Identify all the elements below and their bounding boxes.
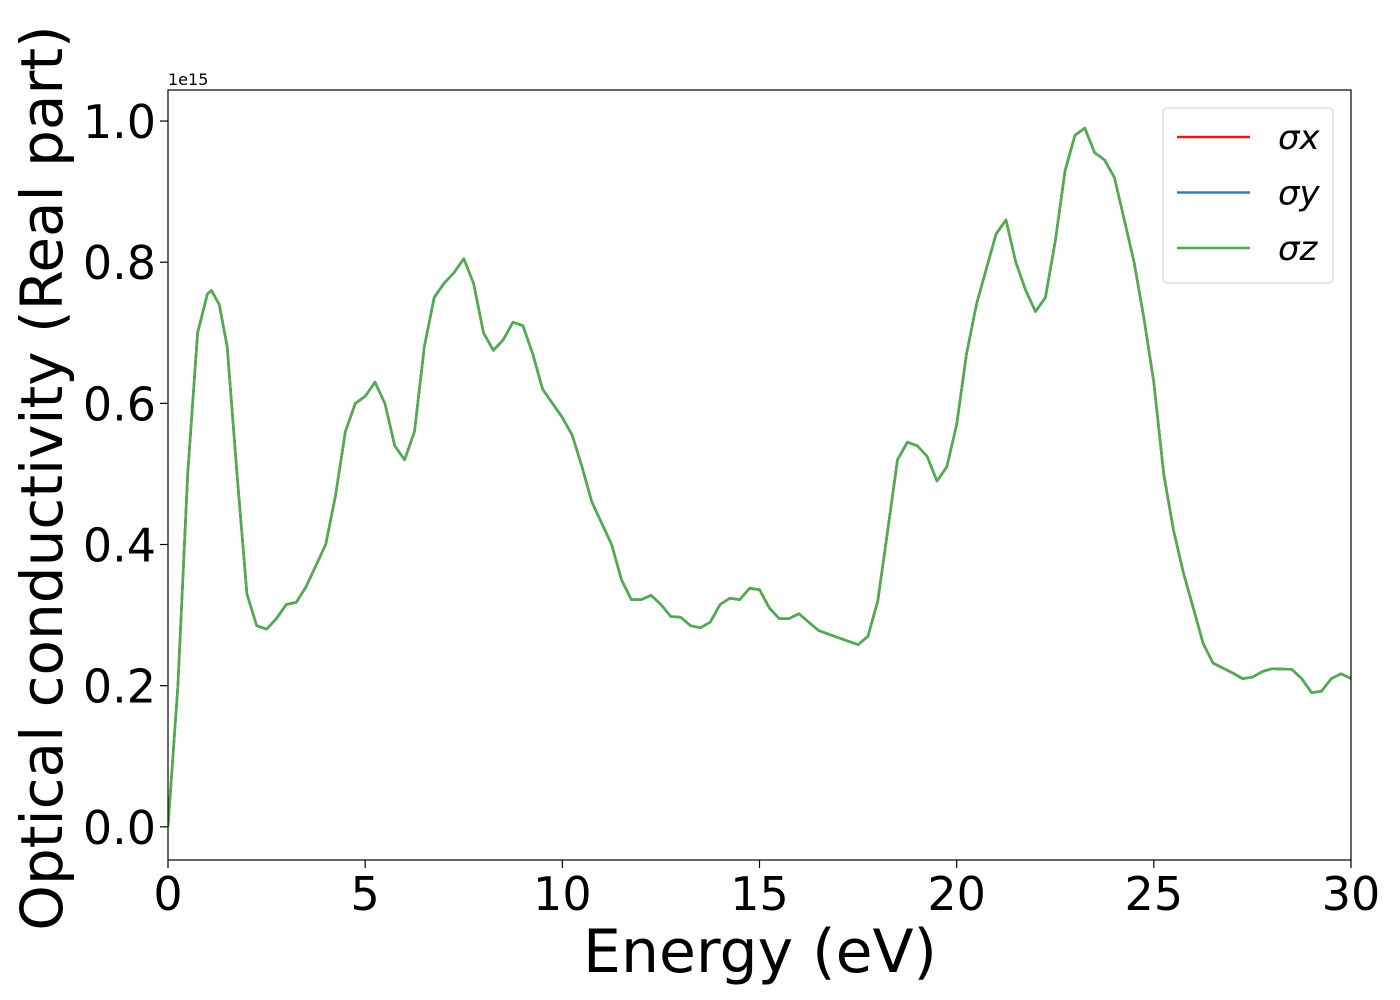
y-tick-label: 0.2 bbox=[83, 660, 156, 714]
plot-frame bbox=[167, 89, 1352, 861]
legend-label: σx bbox=[1278, 118, 1321, 158]
legend: σx σy σz bbox=[1162, 107, 1334, 284]
y-offset-label: 1e15 bbox=[168, 70, 208, 89]
x-tick-label: 25 bbox=[1125, 867, 1184, 921]
plot-area bbox=[168, 126, 1351, 827]
legend-label: σz bbox=[1278, 229, 1319, 269]
x-tick-label: 30 bbox=[1322, 867, 1381, 921]
y-tick-label: 0.0 bbox=[83, 801, 156, 855]
x-tick-label: 15 bbox=[730, 867, 789, 921]
legend-box bbox=[1162, 107, 1334, 284]
y-axis-label: Optical conductivity (Real part) bbox=[8, 25, 76, 930]
y-tick-label: 1.0 bbox=[83, 95, 156, 149]
legend-label: σy bbox=[1278, 174, 1321, 214]
y-tick-label: 0.6 bbox=[83, 377, 156, 431]
y-tick-label: 0.4 bbox=[83, 519, 156, 573]
series-line bbox=[168, 126, 1351, 827]
x-tick-label: 5 bbox=[351, 867, 380, 921]
x-axis-label: Energy (eV) bbox=[583, 917, 937, 987]
x-tick-label: 0 bbox=[153, 867, 182, 921]
x-tick-label: 20 bbox=[927, 867, 986, 921]
x-tick-label: 10 bbox=[533, 867, 592, 921]
y-tick-label: 0.8 bbox=[83, 236, 156, 290]
